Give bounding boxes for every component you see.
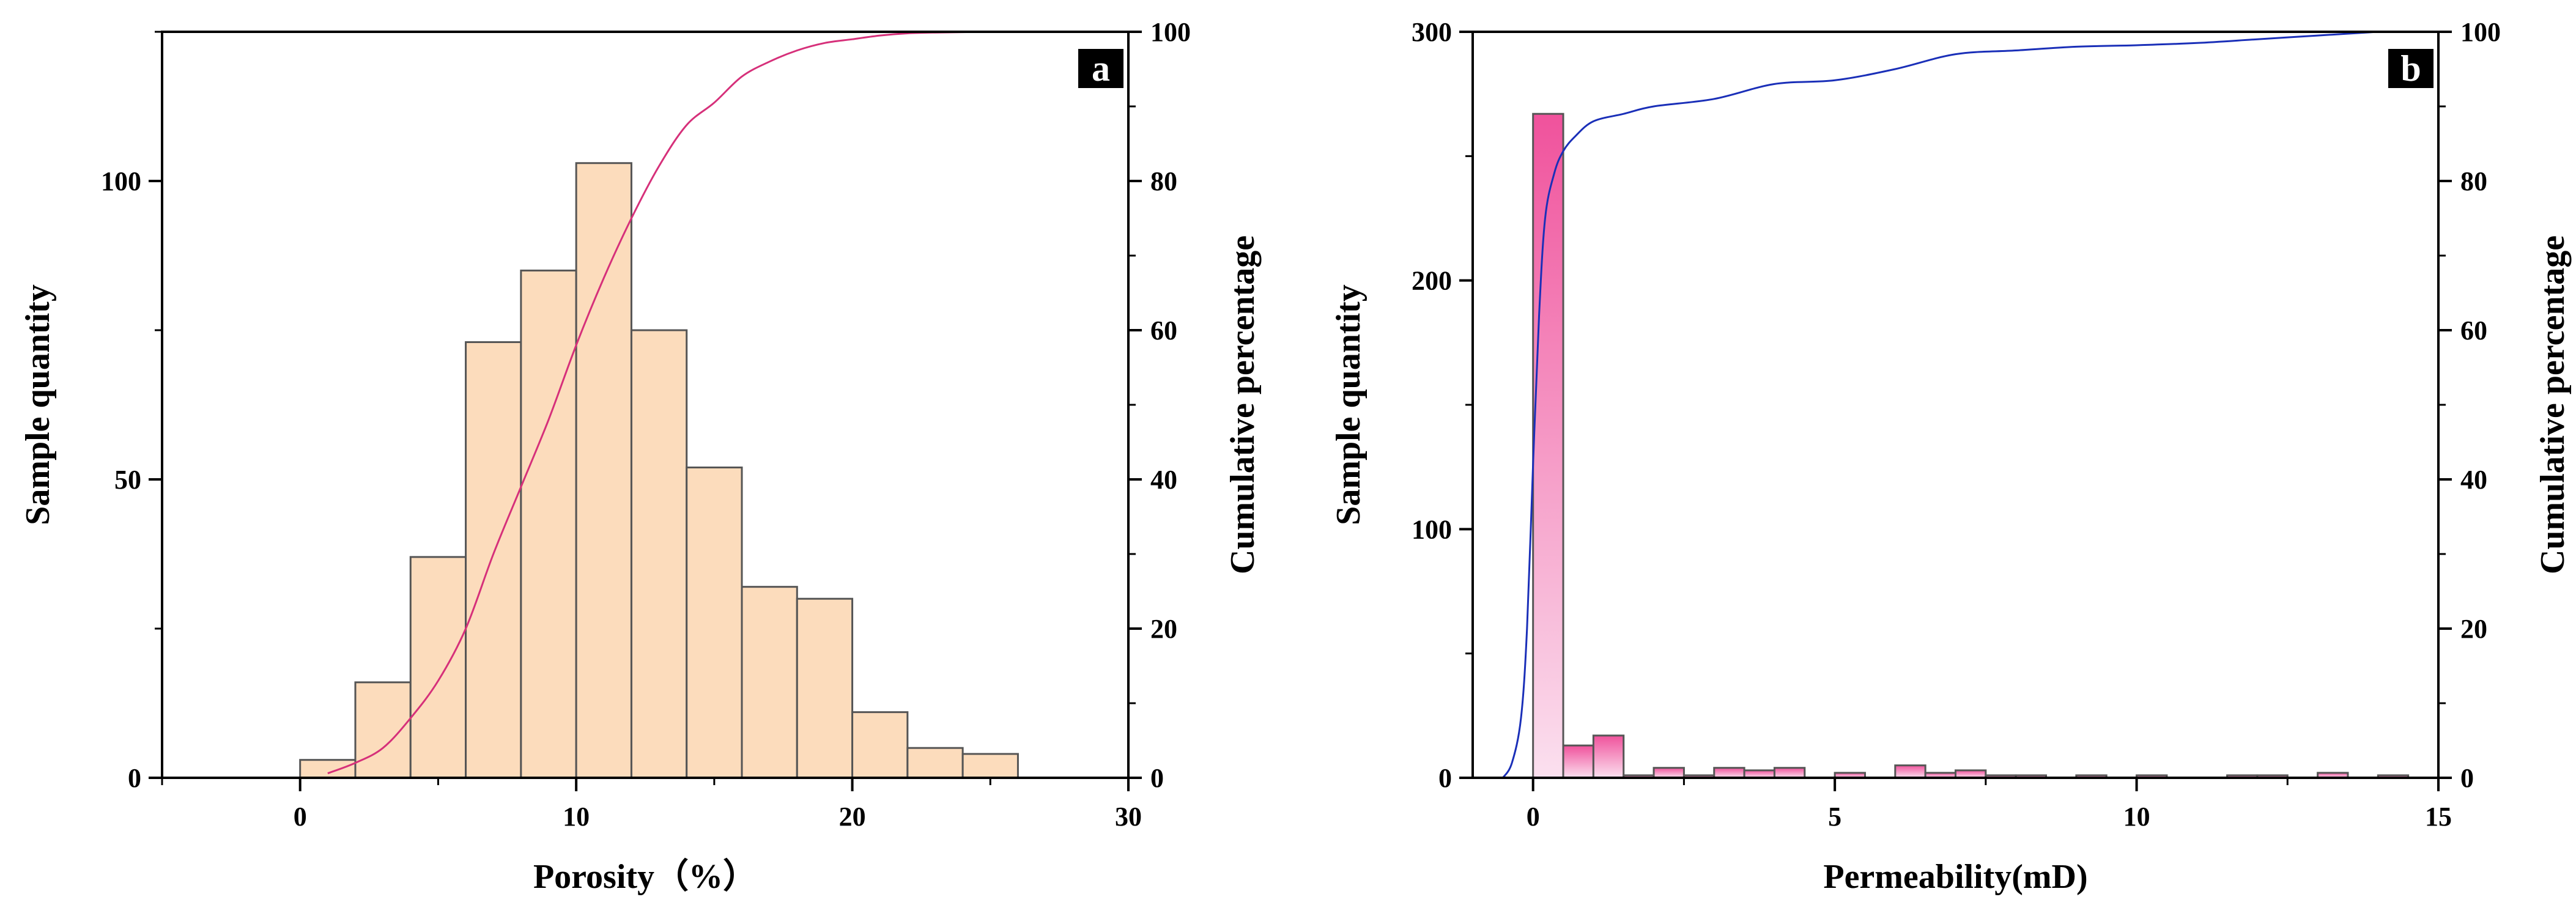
y2-tick-label: 80 xyxy=(1150,166,1177,196)
bar xyxy=(1562,744,1594,779)
y-tick-label: 0 xyxy=(128,763,141,793)
bar xyxy=(851,711,909,779)
x-tick-label: 0 xyxy=(294,802,307,832)
y2-tick-label: 40 xyxy=(1150,465,1177,495)
y2-tick-label: 60 xyxy=(2460,316,2487,345)
y-tick-label: 0 xyxy=(1438,763,1452,793)
x-tick-label: 15 xyxy=(2425,802,2452,832)
y2-axis-title: Cumulative percentage xyxy=(1224,235,1262,574)
x-axis-title: Permeability(mD) xyxy=(1823,858,2087,896)
bar xyxy=(1894,764,1926,779)
cumulative-curve xyxy=(1502,31,2378,778)
y2-ticks: 0 20 40 60 80 100 xyxy=(2438,17,2501,793)
bar xyxy=(1653,767,1685,779)
bar xyxy=(354,681,412,779)
panel-tag-box xyxy=(2388,49,2434,88)
y2-ticks: 0 20 40 60 80 100 xyxy=(1128,17,1191,793)
x-ticks: 0 10 20 30 xyxy=(161,778,1142,832)
panel-tag-box xyxy=(1078,49,1123,88)
y-tick-label: 200 xyxy=(1412,266,1452,296)
bar xyxy=(686,466,743,779)
bars-group xyxy=(1532,113,2410,779)
bar xyxy=(1592,734,1625,779)
x-axis-title: Porosity（%） xyxy=(533,857,757,896)
bar xyxy=(575,162,632,779)
y-tick-label: 100 xyxy=(101,166,141,196)
x-tick-label: 20 xyxy=(839,802,866,832)
bars-group xyxy=(299,162,1019,779)
x-tick-label: 5 xyxy=(1828,802,1841,832)
bar xyxy=(741,586,798,779)
y2-axis-title: Cumulative percentage xyxy=(2534,235,2572,574)
y2-tick-label: 0 xyxy=(1150,763,1164,793)
cumulative-curve xyxy=(327,31,991,775)
y2-tick-label: 40 xyxy=(2460,465,2487,495)
y2-tick-label: 100 xyxy=(2460,17,2501,47)
y-axis-title: Sample quantity xyxy=(19,284,57,525)
y-axis-title: Sample quantity xyxy=(1330,284,1368,525)
x-ticks: 0 5 10 15 xyxy=(1527,778,2452,832)
y-ticks: 0 100 200 300 xyxy=(1412,17,1473,793)
y2-tick-label: 60 xyxy=(1150,316,1177,345)
y2-tick-label: 80 xyxy=(2460,166,2487,196)
bar xyxy=(409,556,467,779)
bar xyxy=(796,597,854,779)
y-tick-label: 300 xyxy=(1412,17,1452,47)
x-tick-label: 0 xyxy=(1527,802,1540,832)
bar xyxy=(630,329,688,779)
bar xyxy=(1532,113,1564,779)
y2-tick-label: 20 xyxy=(2460,614,2487,644)
x-tick-label: 10 xyxy=(2123,802,2150,832)
bar xyxy=(520,269,577,779)
y2-tick-label: 20 xyxy=(1150,614,1177,644)
y-ticks: 0 50 100 xyxy=(101,31,162,793)
bar xyxy=(961,753,1019,779)
bar xyxy=(1713,767,1745,779)
bar xyxy=(906,747,964,779)
chart-panel-b: 0 5 10 15 0 100 200 300 0 20 40 60 80 100 Permeabil… xyxy=(1330,17,2572,896)
x-tick-label: 30 xyxy=(1115,802,1142,832)
bar xyxy=(465,341,522,779)
y2-tick-label: 0 xyxy=(2460,763,2474,793)
y-tick-label: 100 xyxy=(1412,514,1452,544)
bar xyxy=(299,759,357,779)
panel-tag: a xyxy=(1092,48,1110,89)
y2-tick-label: 100 xyxy=(1150,17,1191,47)
y-tick-label: 50 xyxy=(114,465,141,495)
panel-tag: b xyxy=(2400,48,2421,89)
plot-frame xyxy=(1471,31,2440,779)
bar xyxy=(1773,767,1806,779)
x-tick-label: 10 xyxy=(563,802,590,832)
